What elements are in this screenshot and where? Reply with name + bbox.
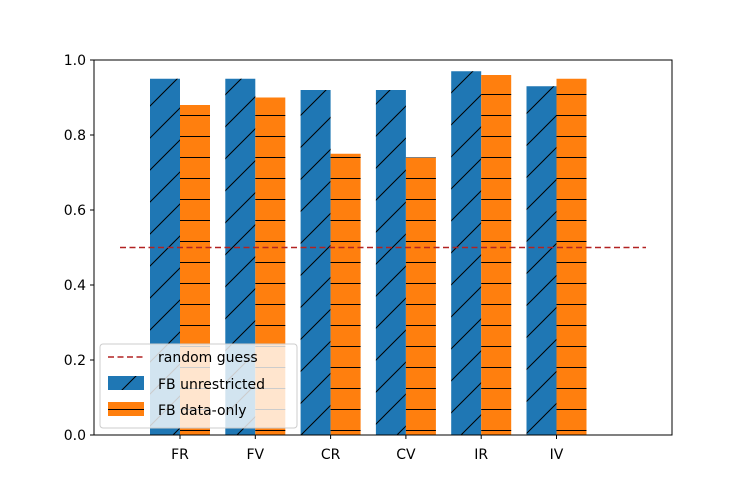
bar-hatch-1-cr <box>330 153 361 435</box>
bar-hatch-0-cv <box>375 90 406 435</box>
x-tick-label: CR <box>321 447 341 463</box>
x-tick-label: IV <box>550 447 564 463</box>
bar-hatch-1-ir <box>481 75 512 435</box>
y-tick-label: 0.6 <box>64 203 86 219</box>
legend-label-random-guess: random guess <box>158 350 258 366</box>
legend-label-1: FB data-only <box>158 403 247 419</box>
x-tick-label: IR <box>474 447 488 463</box>
bar-hatch-0-cr <box>300 90 331 435</box>
legend-box <box>99 343 298 429</box>
legend-swatch-hatch-1 <box>108 402 144 416</box>
y-tick-label: 1.0 <box>64 53 86 69</box>
y-tick-label: 0.2 <box>64 353 86 369</box>
legend: random guess FB unrestricted FB data-only <box>99 343 298 429</box>
y-tick-label: 0.4 <box>64 278 86 294</box>
plot-frame <box>93 59 673 436</box>
y-tick-label: 0.8 <box>64 128 86 144</box>
x-tick-label: CV <box>396 447 416 463</box>
bar-hatch-1-iv <box>556 78 587 435</box>
x-tick-label: FV <box>246 447 264 463</box>
legend-swatch-hatch-0 <box>108 376 144 390</box>
y-tick-label: 0.0 <box>64 428 86 444</box>
bar-hatch-1-cv <box>405 157 436 435</box>
axes-layer: 0.0 0.2 0.4 0.6 0.8 1.0 FR FV CR CV IR IV <box>64 53 673 463</box>
bar-hatch-0-iv <box>526 86 557 435</box>
x-tick-label: FR <box>171 447 189 463</box>
legend-label-0: FB unrestricted <box>158 377 265 393</box>
bar-hatch-0-ir <box>451 71 482 435</box>
